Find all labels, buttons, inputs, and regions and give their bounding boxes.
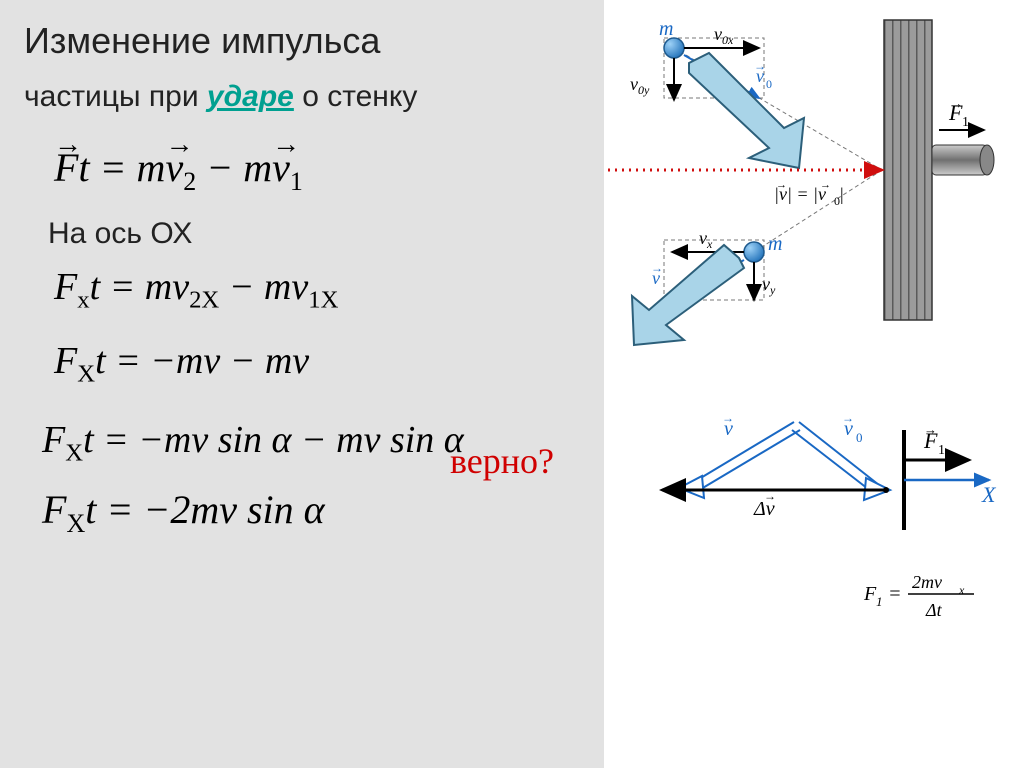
wall-rod — [932, 145, 987, 175]
equation-step2: FXt = −mv − mv — [54, 339, 309, 389]
svg-text:F: F — [863, 583, 877, 605]
big-arrow-top — [689, 53, 804, 168]
svg-text:0: 0 — [766, 77, 772, 91]
svg-text:→: → — [764, 489, 776, 503]
svg-text:m: m — [768, 233, 782, 255]
equation-step1: Fxt = mv2X − mv1X — [54, 265, 600, 315]
svg-text:1: 1 — [962, 115, 969, 130]
svg-text:0: 0 — [856, 430, 863, 445]
vector-triangle: X F → 1 v → v → 0 Δv → F 1 — [662, 411, 997, 620]
svg-text:vx: vx — [699, 228, 713, 251]
svg-text:→: → — [776, 179, 787, 191]
svg-text:|: | — [840, 184, 844, 204]
svg-text:m: m — [659, 18, 673, 40]
svg-text:v0y: v0y — [630, 74, 650, 97]
axis-label: На ось ОХ — [48, 217, 600, 251]
svg-text:→: → — [754, 59, 766, 73]
title-pre: частицы при — [24, 80, 207, 113]
particle-bottom — [744, 242, 764, 262]
svg-text:X: X — [981, 482, 997, 507]
title-line-2: частицы при ударе о стенку — [24, 80, 600, 114]
big-arrow-bottom — [632, 245, 744, 345]
particle-top — [664, 38, 684, 58]
svg-text:1: 1 — [876, 594, 883, 609]
equation-main: Ft = mv2 − mv1 — [54, 144, 600, 197]
title-post: о стенку — [294, 80, 417, 113]
svg-text:→: → — [949, 97, 963, 112]
svg-text:=: = — [888, 583, 902, 605]
title-line-1: Изменение импульса — [24, 20, 600, 62]
svg-text:1: 1 — [938, 443, 945, 458]
svg-text:x: x — [958, 583, 965, 597]
svg-text:→: → — [722, 411, 734, 425]
equation-step4: FXt = −2mv sin α — [42, 486, 600, 539]
svg-text:Δt: Δt — [925, 600, 943, 620]
svg-text:→: → — [842, 411, 854, 425]
svg-text:→: → — [651, 261, 663, 275]
svg-text:→: → — [820, 179, 831, 191]
svg-text:v0x: v0x — [714, 24, 734, 47]
impact-link[interactable]: ударе — [207, 80, 294, 113]
diagram-panel: F → 1 m v0x v0y v → 0 |v| = |v → → 0 | m… — [604, 0, 1024, 768]
verno-question: верно? — [450, 440, 554, 482]
svg-text:2mv: 2mv — [912, 572, 942, 592]
wall — [884, 20, 932, 320]
svg-text:→: → — [924, 422, 937, 437]
svg-text:vy: vy — [762, 274, 776, 297]
